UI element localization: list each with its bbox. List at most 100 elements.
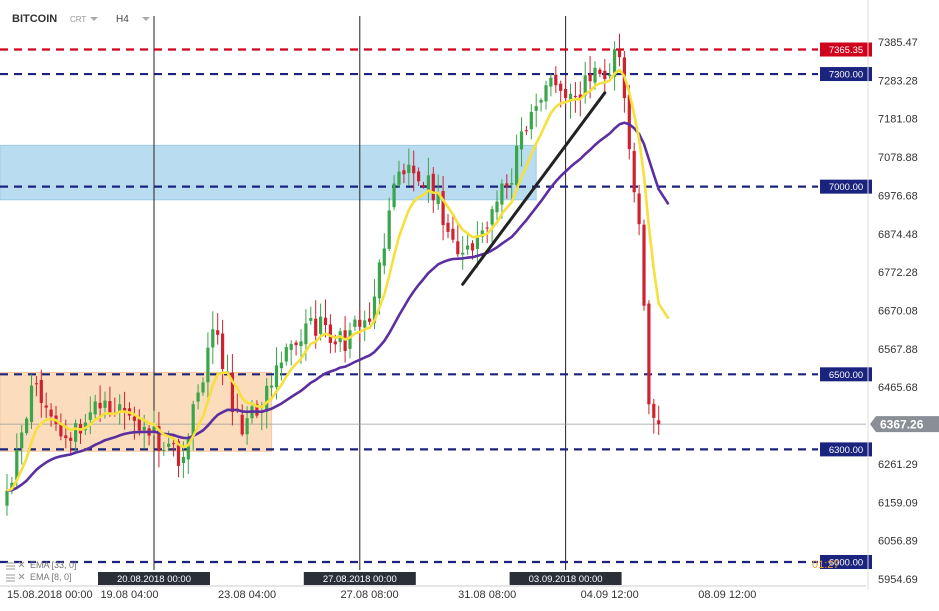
candle-body: [358, 319, 362, 327]
candle-body: [647, 303, 651, 405]
candle-body: [519, 131, 524, 150]
candle-body: [549, 77, 553, 87]
y-tick-label: 6056.89: [878, 536, 918, 548]
candle-body: [392, 183, 396, 208]
chart-type-chevron-down-icon[interactable]: [90, 17, 98, 21]
y-tick-label: 6261.29: [878, 459, 918, 471]
x-tick-label: 08.09 12:00: [698, 589, 756, 601]
candle-body: [309, 318, 313, 321]
candle-body: [274, 365, 279, 388]
price-levels-layer: 7365.35 7300.00 7000.00 6500.00 6300.00 6000.…: [0, 42, 872, 569]
candle-body: [387, 210, 391, 249]
ema-33-line[interactable]: [6, 121, 670, 492]
current-price-tag: [870, 416, 939, 433]
candle-body: [191, 404, 195, 437]
candle-body: [44, 405, 48, 408]
symbol-label[interactable]: BITCOIN: [12, 13, 57, 25]
indicator-menu-icon[interactable]: [6, 574, 15, 582]
candle-body: [172, 443, 176, 445]
y-tick-label: 7078.88: [878, 152, 918, 164]
indicator-menu-icon[interactable]: [6, 562, 15, 570]
candle-body: [118, 404, 122, 413]
candle-body: [284, 347, 288, 362]
y-tick-label: 7283.28: [878, 75, 918, 87]
candle-body: [657, 420, 661, 425]
candle-body: [412, 165, 416, 174]
price-level-tag: [820, 442, 872, 457]
indicator-ema-8[interactable]: EMA [8, 0]: [6, 572, 72, 582]
price-level-tag-text: 6300.00: [829, 445, 863, 456]
candle-body: [103, 400, 107, 408]
zones-layer: [0, 144, 537, 452]
candle-body: [323, 317, 328, 326]
price-level-tag-text: 7300.00: [829, 70, 863, 81]
candle-body: [196, 392, 200, 402]
candle-body: [348, 330, 352, 349]
candle-body: [377, 262, 381, 299]
candle-body: [328, 324, 332, 343]
candle-body: [510, 183, 514, 185]
indicator-remove-icon[interactable]: [18, 561, 25, 568]
candle-body: [421, 184, 426, 187]
y-tick-label: 6567.88: [878, 344, 918, 356]
indicator-ema-8-label: EMA [8, 0]: [30, 572, 72, 582]
ema-8-line[interactable]: [6, 68, 670, 492]
candle-body: [25, 418, 29, 434]
candle-body: [534, 106, 538, 111]
candle-body: [500, 183, 504, 205]
candle-body: [495, 201, 499, 213]
candle-body: [397, 171, 401, 185]
indicator-remove-icon[interactable]: [18, 573, 25, 580]
candle-body: [627, 94, 631, 150]
candle-body: [559, 83, 563, 91]
chart-type-label[interactable]: CRT: [70, 15, 86, 24]
price-level-tag: [820, 554, 872, 569]
price-zone[interactable]: [0, 144, 537, 201]
candle-body: [637, 193, 641, 225]
current-price-tag-text: 6367.26: [880, 418, 924, 432]
x-tick-label: 04.09 12:00: [581, 589, 639, 601]
candle-body: [642, 224, 646, 306]
candle-body: [407, 164, 411, 174]
candle-body: [15, 450, 19, 481]
y-tick-label: 7181.08: [878, 114, 918, 126]
price-level-tag-text: 7000.00: [829, 182, 863, 193]
candle-body: [294, 342, 298, 346]
candle-body: [206, 347, 210, 383]
candle-body: [613, 49, 617, 77]
candle-body: [279, 362, 283, 369]
candle-body: [588, 74, 592, 82]
indicator-ema-33-label: EMA [33, 0]: [30, 560, 77, 570]
candle-body: [564, 88, 568, 98]
candle-body: [255, 404, 259, 416]
candle-body: [265, 385, 269, 412]
candle-body: [186, 438, 190, 460]
candle-body: [632, 151, 636, 193]
candle-body: [598, 69, 602, 75]
candle-body: [652, 403, 656, 418]
y-tick-label: 6159.09: [878, 497, 918, 509]
candle-body: [167, 443, 171, 447]
candle-body: [181, 456, 185, 464]
candle-body: [446, 222, 450, 232]
price-level-tag: [820, 179, 872, 194]
indicator-ema-33[interactable]: EMA [33, 0]: [6, 560, 77, 570]
price-zone[interactable]: [0, 371, 273, 452]
y-tick-label: 6772.28: [878, 267, 918, 279]
y-tick-label: 6465.68: [878, 382, 918, 394]
chart-header: BITCOIN CRT H4: [12, 13, 150, 25]
candle-body: [64, 435, 68, 439]
candle-body: [568, 93, 573, 102]
interval-label[interactable]: H4: [116, 14, 129, 25]
candle-body: [59, 423, 63, 437]
price-level-tag: [820, 367, 872, 382]
candle-body: [490, 209, 494, 225]
y-tick-label: 6670.08: [878, 305, 918, 317]
candle-body: [108, 401, 112, 415]
y-tick-label: 7385.47: [878, 37, 918, 49]
trendline[interactable]: [461, 91, 607, 286]
candle-body: [593, 67, 597, 83]
interval-chevron-down-icon[interactable]: [142, 17, 150, 21]
